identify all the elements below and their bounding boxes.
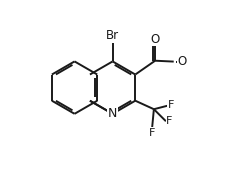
Text: Br: Br — [106, 29, 119, 42]
Text: O: O — [150, 33, 160, 46]
Text: F: F — [168, 100, 174, 110]
Text: O: O — [178, 55, 187, 68]
Text: F: F — [149, 128, 156, 138]
Text: N: N — [108, 107, 117, 120]
Text: F: F — [166, 116, 173, 126]
